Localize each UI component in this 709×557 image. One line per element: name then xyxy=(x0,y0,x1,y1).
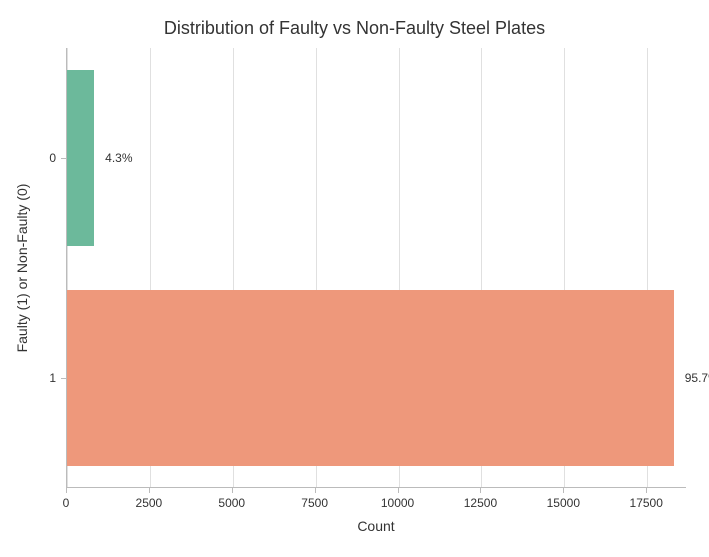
plot-area xyxy=(66,48,686,488)
x-tick-mark xyxy=(480,488,481,493)
x-tick-mark xyxy=(646,488,647,493)
y-axis-label: Faulty (1) or Non-Faulty (0) xyxy=(14,184,30,353)
x-tick-label: 0 xyxy=(63,496,70,510)
bar-label-0: 4.3% xyxy=(105,151,132,165)
x-tick-label: 17500 xyxy=(630,496,663,510)
x-tick-mark xyxy=(315,488,316,493)
x-tick-mark xyxy=(149,488,150,493)
y-tick-mark xyxy=(61,378,66,379)
x-axis-label: Count xyxy=(357,518,394,534)
x-tick-label: 12500 xyxy=(464,496,497,510)
x-tick-mark xyxy=(563,488,564,493)
chart-title: Distribution of Faulty vs Non-Faulty Ste… xyxy=(0,18,709,39)
x-tick-label: 7500 xyxy=(301,496,328,510)
x-tick-mark xyxy=(398,488,399,493)
y-tick-label: 1 xyxy=(42,371,56,385)
x-tick-label: 10000 xyxy=(381,496,414,510)
bar-0 xyxy=(67,70,94,246)
y-tick-label: 0 xyxy=(42,151,56,165)
x-tick-label: 15000 xyxy=(547,496,580,510)
bar-1 xyxy=(67,290,674,466)
x-tick-label: 5000 xyxy=(218,496,245,510)
x-tick-mark xyxy=(66,488,67,493)
x-tick-mark xyxy=(232,488,233,493)
x-tick-label: 2500 xyxy=(136,496,163,510)
y-tick-mark xyxy=(61,158,66,159)
chart-container: Distribution of Faulty vs Non-Faulty Ste… xyxy=(0,0,709,557)
bar-label-1: 95.7% xyxy=(685,371,709,385)
